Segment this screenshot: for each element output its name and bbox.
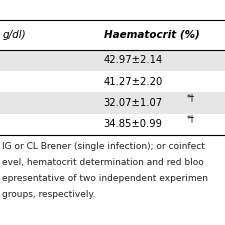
- Text: *†: *†: [187, 93, 195, 102]
- Text: 32.07±1.07: 32.07±1.07: [104, 98, 163, 108]
- Text: 41.27±2.20: 41.27±2.20: [104, 76, 163, 87]
- Text: g/dl): g/dl): [2, 30, 26, 40]
- Text: 42.97±2.14: 42.97±2.14: [104, 55, 163, 65]
- Text: IG or CL Brener (single infection); or coinfect: IG or CL Brener (single infection); or c…: [2, 142, 205, 151]
- Text: Haematocrit (%): Haematocrit (%): [104, 30, 199, 40]
- Text: 34.85±0.99: 34.85±0.99: [104, 119, 162, 129]
- Text: groups, respectively.: groups, respectively.: [2, 190, 96, 199]
- Bar: [0, 50, 225, 71]
- Bar: [0, 92, 225, 114]
- Text: *†: *†: [187, 114, 195, 123]
- Text: epresentative of two independent experimen: epresentative of two independent experim…: [2, 174, 208, 183]
- Text: evel, hematocrit determination and red bloo: evel, hematocrit determination and red b…: [2, 158, 204, 167]
